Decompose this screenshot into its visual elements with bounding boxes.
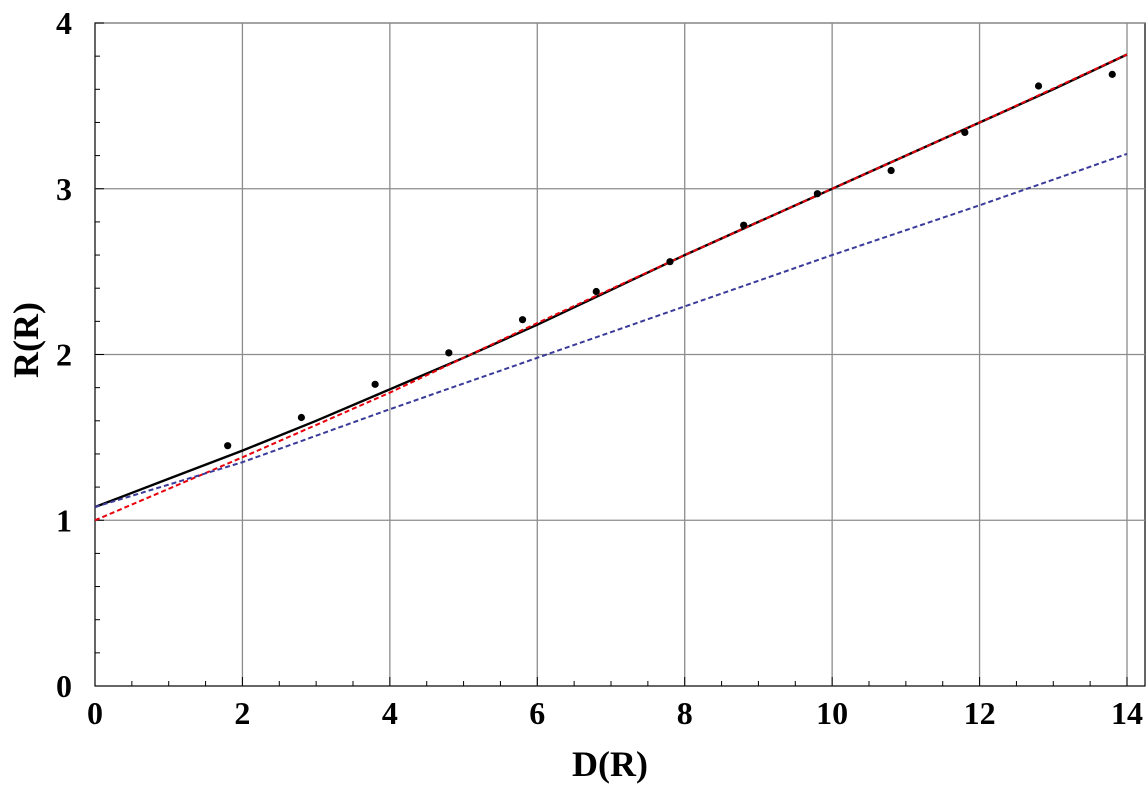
x-tick-label: 8	[677, 695, 693, 731]
y-tick-label: 2	[56, 337, 72, 373]
y-tick-labels: 0 1 2 3 4	[56, 5, 72, 704]
y-axis-label: R(R)	[6, 302, 46, 378]
data-point	[740, 221, 748, 229]
y-tick-label: 4	[56, 5, 72, 41]
data-point	[887, 166, 895, 175]
x-tick-label: 2	[234, 695, 250, 731]
data-point	[445, 349, 453, 357]
minor-ticks	[94, 22, 1128, 687]
x-tick-label: 4	[382, 695, 398, 731]
data-point	[592, 287, 600, 296]
data-point	[1034, 82, 1043, 90]
x-tick-label: 6	[529, 695, 545, 731]
data-point	[1108, 70, 1116, 78]
x-tick-label: 12	[964, 695, 996, 731]
data-point	[666, 258, 674, 266]
data-point	[961, 128, 969, 136]
data-point	[297, 413, 305, 422]
grid	[95, 22, 1145, 686]
x-tick-label: 14	[1111, 695, 1143, 731]
series-layer	[94, 53, 1128, 522]
x-tick-label: 0	[87, 695, 103, 731]
x-axis-label: D(R)	[572, 744, 648, 784]
y-tick-label: 3	[56, 171, 72, 207]
series-line-1	[94, 53, 1128, 522]
points-layer	[224, 70, 1116, 450]
data-point	[518, 316, 527, 324]
y-tick-label: 0	[56, 668, 72, 704]
series-line-0	[94, 53, 1128, 509]
data-point	[371, 380, 379, 388]
x-tick-labels: 0 2 4 6 8 10 12 14	[87, 695, 1143, 731]
series-line-2	[94, 152, 1128, 508]
x-tick-label: 10	[816, 695, 848, 731]
data-point	[224, 442, 232, 450]
data-point	[813, 190, 822, 198]
y-tick-label: 1	[56, 502, 72, 538]
